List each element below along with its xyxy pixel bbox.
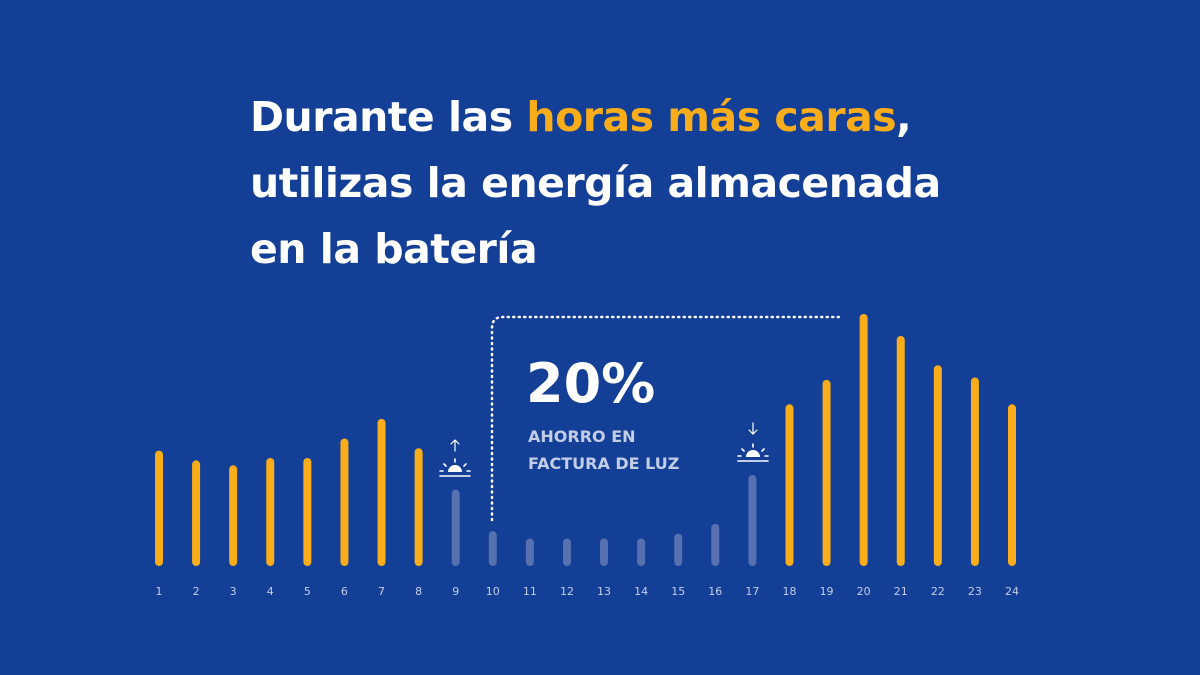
tick-label-18: 18 bbox=[782, 585, 796, 598]
tick-label-7: 7 bbox=[378, 585, 385, 598]
tick-label-2: 2 bbox=[193, 585, 200, 598]
savings-bracket bbox=[490, 315, 844, 522]
tick-label-1: 1 bbox=[156, 585, 163, 598]
headline-comma: , bbox=[896, 93, 912, 141]
tick-label-24: 24 bbox=[1005, 585, 1019, 598]
tick-labels-group: 1 2 3 4 5 6 7 8 9 10 11 12 13 14 15 16 17 18 19 20 21 22 23 24 bbox=[156, 585, 1020, 598]
sunset-icon bbox=[737, 422, 769, 462]
tick-label-11: 11 bbox=[523, 585, 537, 598]
tick-label-5: 5 bbox=[304, 585, 311, 598]
tick-label-15: 15 bbox=[671, 585, 685, 598]
tick-label-13: 13 bbox=[597, 585, 611, 598]
sunrise-icon bbox=[439, 439, 471, 477]
headline-line-2: utilizas la energía almacenada bbox=[250, 159, 941, 207]
savings-label-line-2: FACTURA DE LUZ bbox=[528, 454, 679, 473]
headline-highlight: horas más caras bbox=[526, 93, 897, 141]
headline-start: Durante las bbox=[250, 93, 527, 141]
savings-label-line-1: AHORRO EN bbox=[528, 427, 636, 446]
tick-label-16: 16 bbox=[708, 585, 722, 598]
tick-label-20: 20 bbox=[857, 585, 871, 598]
headline-line-3: en la batería bbox=[250, 225, 538, 273]
tick-label-21: 21 bbox=[894, 585, 908, 598]
bars-group bbox=[155, 314, 1016, 566]
tick-label-12: 12 bbox=[560, 585, 574, 598]
tick-label-22: 22 bbox=[931, 585, 945, 598]
tick-label-19: 19 bbox=[820, 585, 834, 598]
tick-label-9: 9 bbox=[452, 585, 459, 598]
tick-label-17: 17 bbox=[745, 585, 759, 598]
tick-label-14: 14 bbox=[634, 585, 648, 598]
tick-label-10: 10 bbox=[486, 585, 500, 598]
tick-label-4: 4 bbox=[267, 585, 274, 598]
tick-label-6: 6 bbox=[341, 585, 348, 598]
savings-percentage: 20% bbox=[526, 352, 655, 415]
tick-label-8: 8 bbox=[415, 585, 422, 598]
tick-label-3: 3 bbox=[230, 585, 237, 598]
headline: Durante las horas más caras, utilizas la … bbox=[250, 84, 1150, 282]
tick-label-23: 23 bbox=[968, 585, 982, 598]
